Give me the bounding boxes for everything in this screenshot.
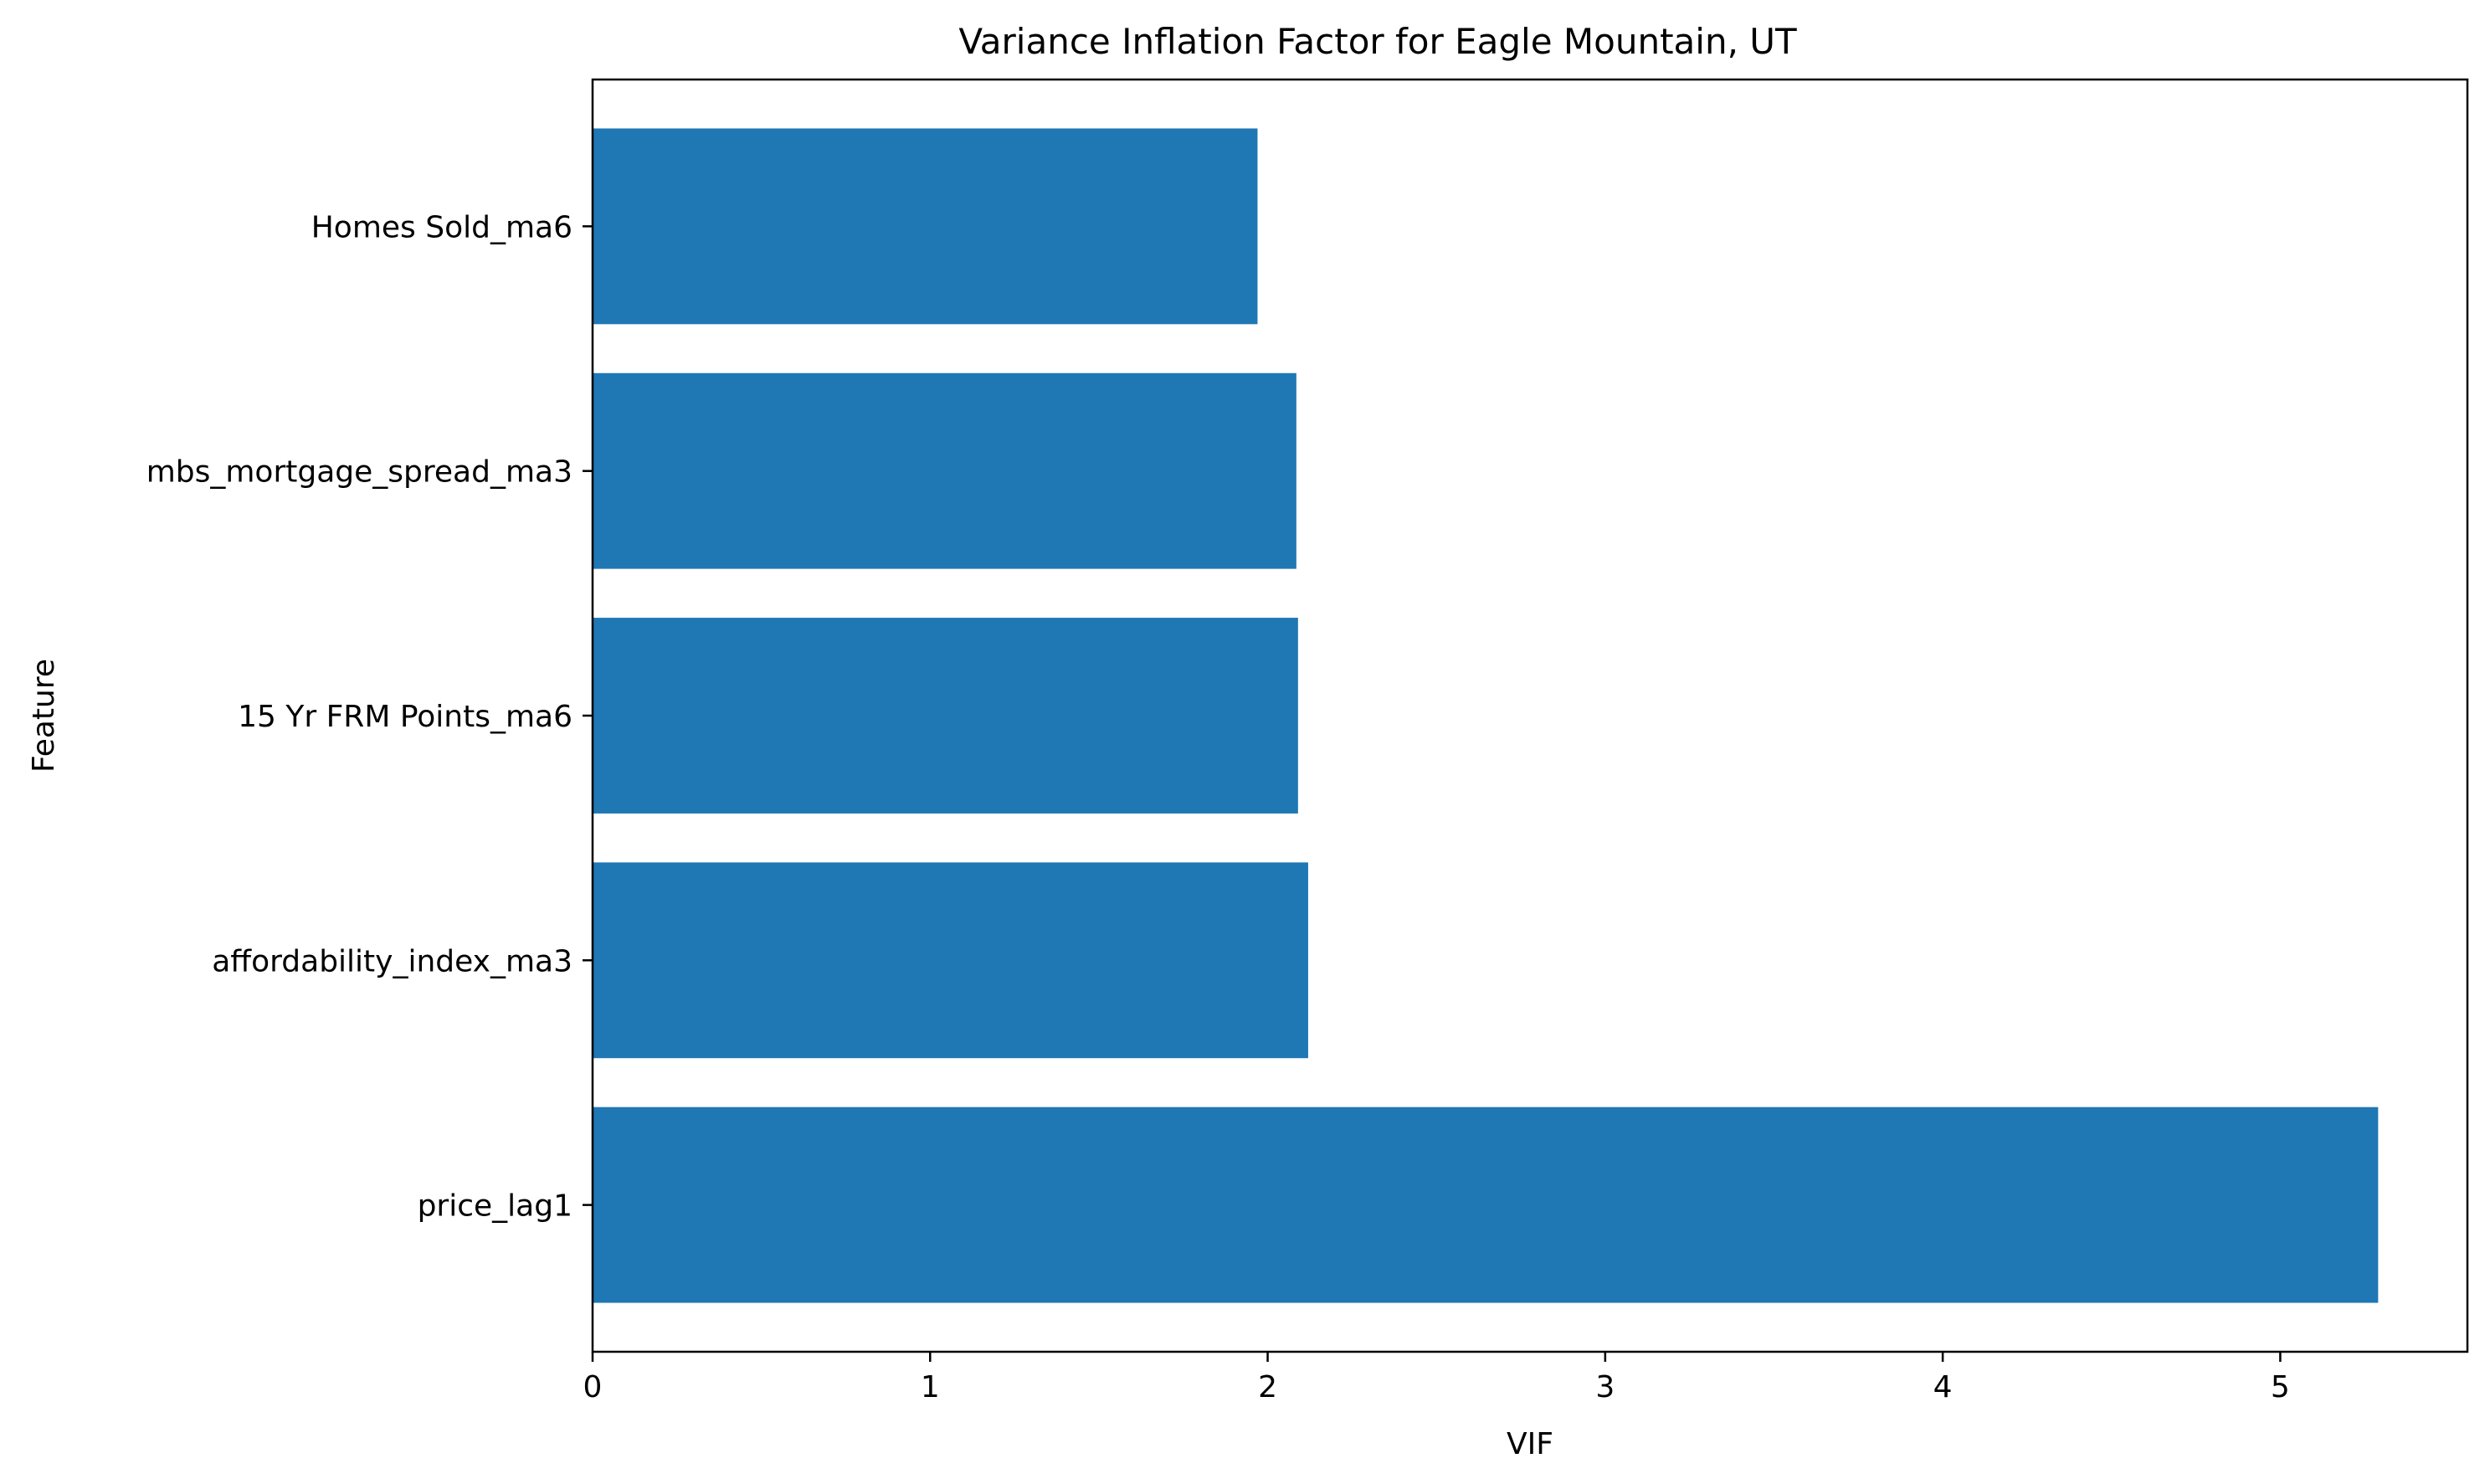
bar-3: [593, 372, 1296, 569]
y-tick-label: mbs_mortgage_spread_ma3: [146, 455, 572, 490]
x-tick-label: 5: [2271, 1370, 2290, 1404]
bar-1: [593, 862, 1308, 1059]
y-axis-ticks: price_lag1 affordability_index_ma3 15 Yr F…: [146, 210, 593, 1224]
y-axis-label: Feature: [27, 659, 61, 773]
chart-title: Variance Inflation Factor for Eagle Moun…: [958, 21, 1797, 62]
bar-4: [593, 128, 1258, 325]
bars-layer: [593, 128, 2379, 1303]
x-tick-label: 2: [1258, 1370, 1277, 1404]
x-axis-label: VIF: [1507, 1427, 1553, 1461]
x-tick-label: 1: [921, 1370, 940, 1404]
x-tick-label: 4: [1933, 1370, 1953, 1404]
bar-2: [593, 618, 1298, 814]
plot-frame: [591, 78, 2469, 1353]
y-tick-label: price_lag1: [418, 1189, 572, 1224]
x-axis-ticks: 0 1 2 3 4 5: [583, 1352, 2290, 1404]
y-tick-label: 15 Yr FRM Points_ma6: [238, 700, 572, 734]
bar-0: [593, 1107, 2379, 1303]
y-tick-label: Homes Sold_ma6: [311, 210, 572, 244]
y-tick-label: affordability_index_ma3: [212, 944, 572, 978]
x-tick-label: 0: [583, 1370, 603, 1404]
x-tick-label: 3: [1595, 1370, 1615, 1404]
